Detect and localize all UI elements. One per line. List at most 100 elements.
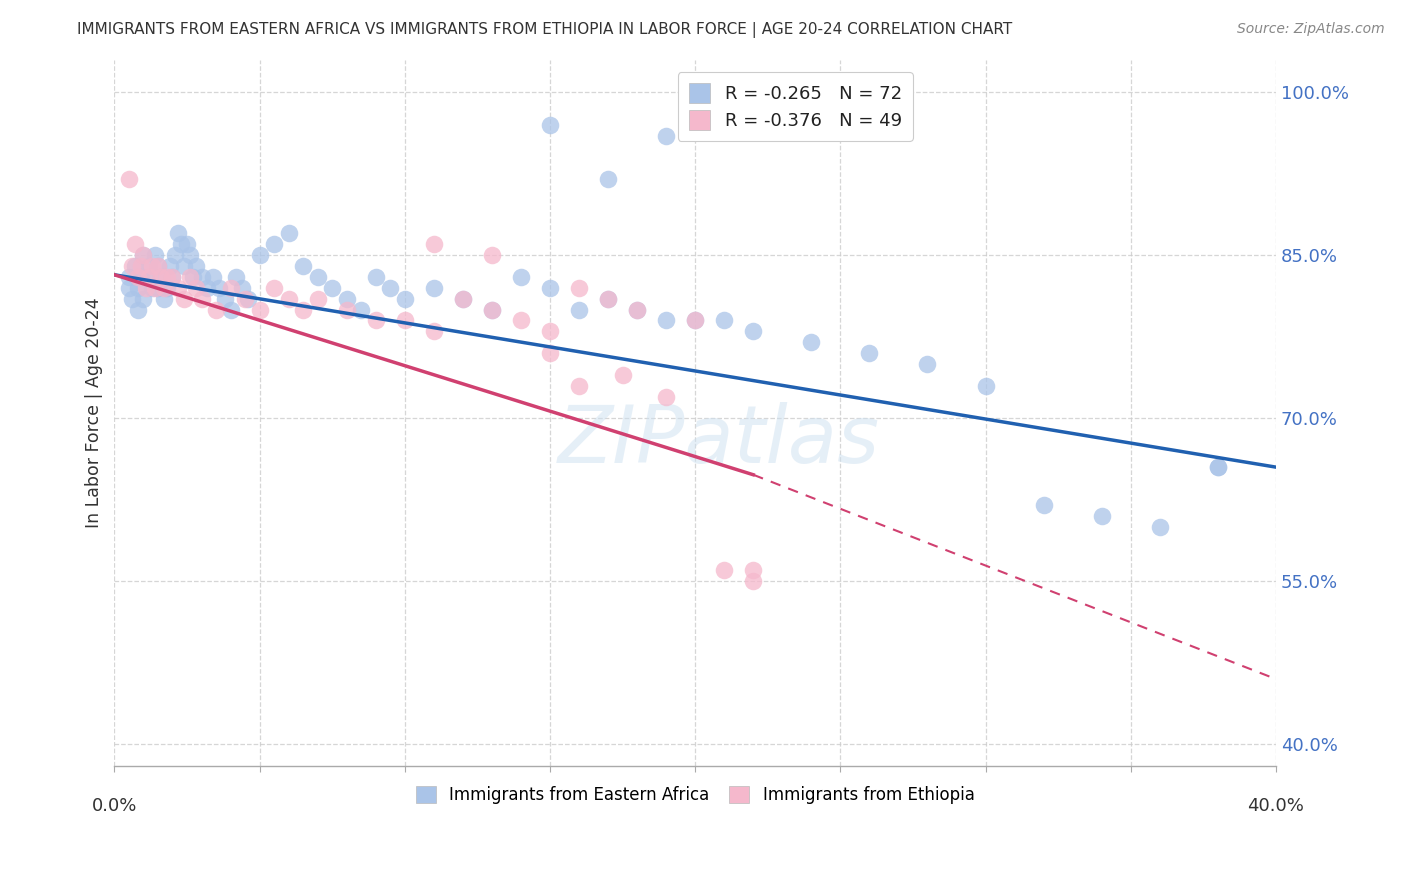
- Point: [132, 248, 155, 262]
- Point: [149, 269, 172, 284]
- Point: [129, 269, 152, 284]
- Point: [277, 227, 299, 241]
- Point: [336, 302, 359, 317]
- Point: [655, 128, 678, 143]
- Point: [179, 248, 201, 262]
- Point: [159, 259, 181, 273]
- Point: [1206, 460, 1229, 475]
- Point: [167, 281, 190, 295]
- Point: [179, 269, 201, 284]
- Point: [917, 357, 939, 371]
- Point: [364, 269, 387, 284]
- Point: [263, 281, 285, 295]
- Point: [1091, 509, 1114, 524]
- Point: [858, 346, 880, 360]
- Point: [800, 335, 823, 350]
- Point: [263, 237, 285, 252]
- Point: [742, 574, 765, 589]
- Point: [350, 302, 373, 317]
- Point: [1149, 520, 1171, 534]
- Point: [231, 281, 253, 295]
- Point: [132, 292, 155, 306]
- Point: [124, 237, 146, 252]
- Point: [364, 313, 387, 327]
- Point: [321, 281, 343, 295]
- Point: [568, 281, 591, 295]
- Point: [219, 281, 242, 295]
- Point: [138, 259, 160, 273]
- Point: [233, 292, 256, 306]
- Point: [127, 302, 149, 317]
- Point: [138, 269, 160, 284]
- Point: [173, 259, 195, 273]
- Point: [132, 248, 155, 262]
- Point: [510, 269, 533, 284]
- Point: [596, 292, 619, 306]
- Point: [165, 248, 187, 262]
- Point: [127, 281, 149, 295]
- Point: [184, 281, 207, 295]
- Point: [307, 292, 329, 306]
- Point: [423, 237, 446, 252]
- Point: [655, 390, 678, 404]
- Text: 40.0%: 40.0%: [1247, 797, 1305, 814]
- Point: [626, 302, 648, 317]
- Legend: Immigrants from Eastern Africa, Immigrants from Ethiopia: Immigrants from Eastern Africa, Immigran…: [409, 779, 981, 811]
- Point: [190, 269, 212, 284]
- Point: [118, 172, 141, 186]
- Point: [124, 259, 146, 273]
- Point: [152, 292, 174, 306]
- Point: [135, 269, 157, 284]
- Point: [249, 248, 271, 262]
- Point: [277, 292, 299, 306]
- Point: [146, 259, 169, 273]
- Point: [596, 172, 619, 186]
- Point: [156, 281, 179, 295]
- Point: [129, 259, 152, 273]
- Point: [167, 227, 190, 241]
- Point: [152, 281, 174, 295]
- Point: [156, 269, 179, 284]
- Point: [423, 324, 446, 338]
- Point: [568, 378, 591, 392]
- Text: Source: ZipAtlas.com: Source: ZipAtlas.com: [1237, 22, 1385, 37]
- Point: [181, 269, 204, 284]
- Text: IMMIGRANTS FROM EASTERN AFRICA VS IMMIGRANTS FROM ETHIOPIA IN LABOR FORCE | AGE : IMMIGRANTS FROM EASTERN AFRICA VS IMMIGR…: [77, 22, 1012, 38]
- Point: [742, 324, 765, 338]
- Point: [149, 269, 172, 284]
- Point: [394, 313, 416, 327]
- Point: [195, 281, 218, 295]
- Text: ZIPatlas: ZIPatlas: [557, 402, 880, 480]
- Point: [683, 313, 706, 327]
- Point: [162, 269, 184, 284]
- Y-axis label: In Labor Force | Age 20-24: In Labor Force | Age 20-24: [86, 298, 103, 528]
- Point: [176, 237, 198, 252]
- Point: [219, 302, 242, 317]
- Point: [214, 292, 236, 306]
- Point: [974, 378, 997, 392]
- Point: [292, 259, 315, 273]
- Point: [538, 324, 561, 338]
- Point: [655, 313, 678, 327]
- Point: [141, 259, 163, 273]
- Point: [173, 292, 195, 306]
- Point: [118, 269, 141, 284]
- Point: [538, 281, 561, 295]
- Point: [143, 281, 166, 295]
- Point: [1206, 460, 1229, 475]
- Point: [1032, 498, 1054, 512]
- Point: [135, 281, 157, 295]
- Point: [742, 563, 765, 577]
- Point: [225, 269, 247, 284]
- Point: [127, 269, 149, 284]
- Point: [143, 248, 166, 262]
- Point: [292, 302, 315, 317]
- Point: [394, 292, 416, 306]
- Point: [683, 313, 706, 327]
- Point: [205, 302, 228, 317]
- Point: [510, 313, 533, 327]
- Point: [451, 292, 474, 306]
- Point: [538, 346, 561, 360]
- Point: [307, 269, 329, 284]
- Point: [596, 292, 619, 306]
